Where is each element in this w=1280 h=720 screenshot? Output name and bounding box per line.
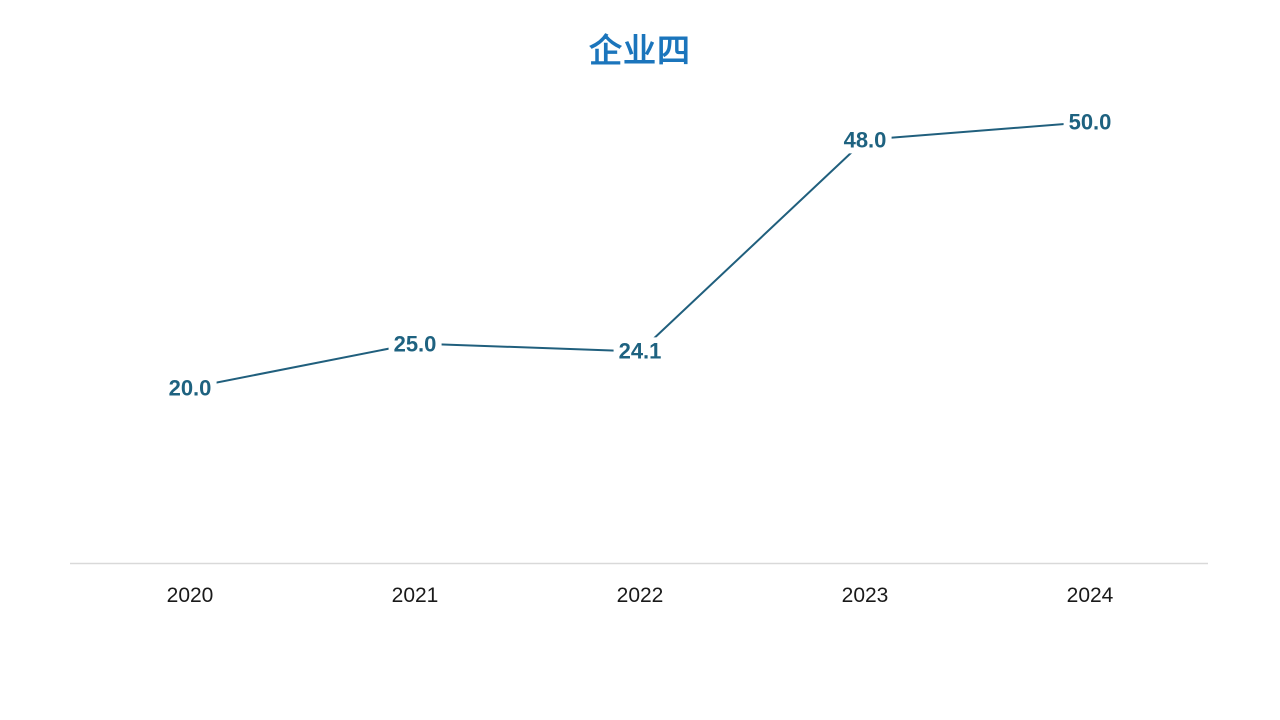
data-point-label-2024: 50.0 [1063, 108, 1117, 136]
data-point-label-2020: 20.0 [163, 374, 217, 402]
x-axis-tick-2024: 2024 [1066, 583, 1114, 607]
x-axis-tick-2022: 2022 [616, 583, 664, 607]
data-point-label-2023: 48.0 [838, 126, 892, 154]
x-axis-tick-2021: 2021 [391, 583, 439, 607]
data-point-label-2022: 24.1 [613, 337, 667, 366]
x-axis-tick-2020: 2020 [166, 583, 214, 607]
chart-title: 企业四 [589, 32, 691, 69]
x-axis-tick-2023: 2023 [841, 583, 889, 607]
data-point-label-2021: 25.0 [388, 329, 442, 358]
